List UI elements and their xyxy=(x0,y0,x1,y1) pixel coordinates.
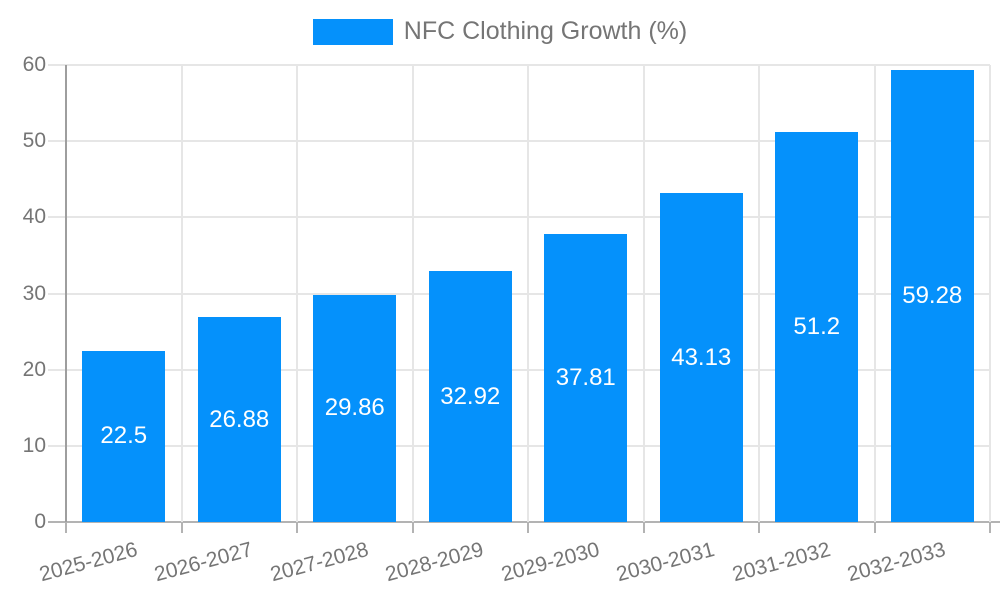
bar[interactable] xyxy=(544,234,628,522)
bar[interactable] xyxy=(82,350,166,522)
bar-value-label: 37.81 xyxy=(555,364,616,391)
x-tick-mark xyxy=(411,522,414,533)
bar[interactable] xyxy=(659,193,743,522)
y-tick-label: 60 xyxy=(22,53,46,76)
y-tick-label: 20 xyxy=(22,357,46,381)
x-tick-mark xyxy=(642,522,645,533)
x-axis-line xyxy=(48,521,1000,523)
y-gridline xyxy=(48,216,990,219)
x-tick-mark xyxy=(65,522,67,533)
bar-value-label: 51.2 xyxy=(793,313,841,340)
x-tick-mark xyxy=(989,522,991,533)
y-gridline xyxy=(48,292,990,295)
y-gridline xyxy=(48,64,990,66)
bar[interactable] xyxy=(775,132,859,522)
x-gridline xyxy=(296,65,298,522)
y-tick-label: 10 xyxy=(22,433,46,457)
bar[interactable] xyxy=(197,317,281,522)
y-tick-label: 50 xyxy=(22,129,46,153)
y-gridline xyxy=(48,368,990,371)
bar-value-label: 43.13 xyxy=(671,343,732,371)
legend-swatch xyxy=(312,18,393,45)
x-tick-mark xyxy=(527,522,529,533)
x-gridline xyxy=(527,65,529,522)
y-gridline xyxy=(48,444,990,447)
bar-value-label: 29.86 xyxy=(324,394,385,422)
legend-label: NFC Clothing Growth (%) xyxy=(403,17,688,45)
x-tick-mark xyxy=(758,522,760,533)
x-gridline xyxy=(758,65,760,522)
y-axis-line xyxy=(65,65,67,522)
y-tick-label: 30 xyxy=(22,281,46,305)
bar-value-label: 26.88 xyxy=(209,405,270,433)
bar-value-label: 22.5 xyxy=(100,422,148,450)
bar[interactable] xyxy=(428,271,512,522)
bar-value-label: 32.92 xyxy=(440,382,501,410)
x-tick-mark xyxy=(873,522,876,533)
x-gridline xyxy=(989,65,991,522)
y-tick-label: 0 xyxy=(34,510,46,533)
x-gridline xyxy=(642,65,645,522)
x-tick-mark xyxy=(180,522,183,533)
x-tick-mark xyxy=(296,522,298,533)
y-tick-label: 40 xyxy=(22,205,46,229)
y-gridline xyxy=(48,140,990,143)
bar[interactable] xyxy=(890,70,974,522)
legend[interactable]: NFC Clothing Growth (%) xyxy=(0,17,1000,46)
x-gridline xyxy=(180,65,183,522)
x-gridline xyxy=(873,65,876,522)
x-gridline xyxy=(411,65,414,522)
bar[interactable] xyxy=(313,294,397,522)
bar-value-label: 59.28 xyxy=(902,282,963,310)
